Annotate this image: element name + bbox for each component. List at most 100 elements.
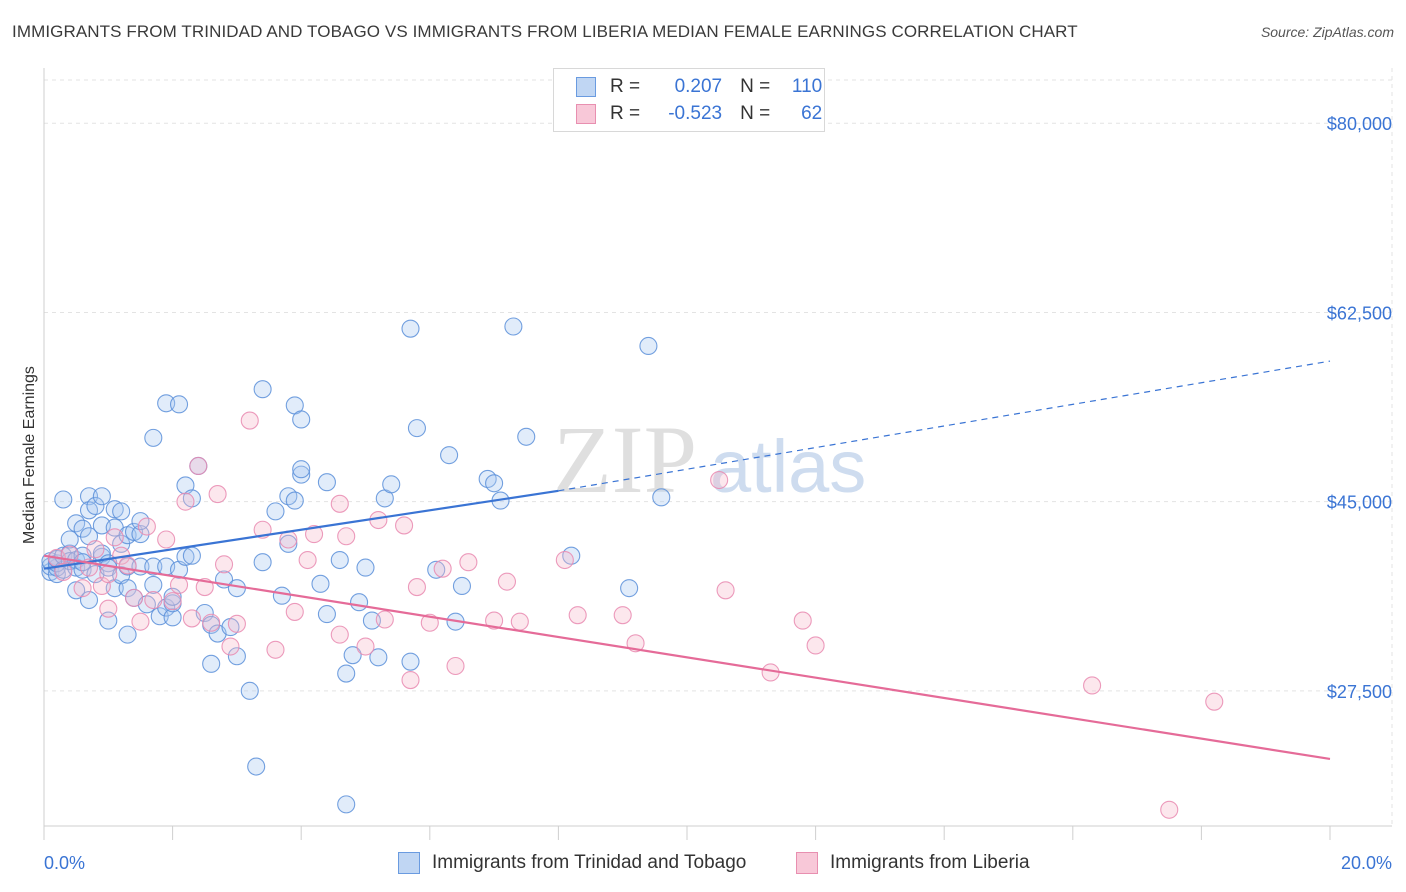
bottom-legend-liberia: Immigrants from Liberia xyxy=(796,852,1030,874)
point-trinidad xyxy=(440,446,459,465)
point-liberia xyxy=(182,609,201,628)
point-trinidad xyxy=(343,646,362,665)
point-trinidad xyxy=(86,496,105,516)
point-trinidad xyxy=(356,558,375,577)
point-trinidad xyxy=(427,560,446,579)
y-tick-label: $80,000 xyxy=(1327,114,1392,134)
correlation-legend: R = 0.207 N = 110 R = -0.523 N = 62 xyxy=(553,68,825,132)
watermark-atlas: atlas xyxy=(710,425,866,508)
point-liberia xyxy=(806,636,825,655)
point-liberia xyxy=(330,625,349,644)
point-trinidad xyxy=(266,502,285,521)
r-value: -0.523 xyxy=(668,103,723,124)
point-liberia xyxy=(298,550,317,570)
trend-line-liberia xyxy=(43,554,1331,761)
point-trinidad xyxy=(337,664,356,683)
point-trinidad xyxy=(144,557,163,576)
point-liberia xyxy=(510,612,529,631)
point-trinidad xyxy=(202,654,221,673)
y-tick-labels: $27,500 $45,000 $62,500 $80,000 xyxy=(1327,114,1392,702)
point-liberia xyxy=(163,592,182,611)
point-trinidad xyxy=(163,608,182,627)
n-label: N = xyxy=(740,76,771,97)
point-trinidad xyxy=(279,534,298,553)
r-label: R = xyxy=(610,103,641,124)
legend-swatch-blue xyxy=(576,77,596,97)
point-liberia xyxy=(99,565,118,584)
point-trinidad xyxy=(73,519,92,538)
point-liberia xyxy=(485,611,504,630)
n-value: 110 xyxy=(791,76,823,97)
point-liberia xyxy=(285,602,304,621)
point-liberia xyxy=(568,606,587,625)
point-liberia xyxy=(716,581,735,600)
trend-lines xyxy=(43,360,1331,761)
point-liberia xyxy=(420,613,439,632)
point-trinidad xyxy=(118,579,137,598)
point-liberia xyxy=(221,637,240,656)
point-liberia xyxy=(1205,692,1224,711)
n-label: N = xyxy=(740,103,771,124)
point-liberia xyxy=(189,456,208,476)
point-liberia xyxy=(157,530,176,549)
point-liberia xyxy=(73,579,92,598)
point-liberia xyxy=(240,411,259,430)
point-liberia xyxy=(92,576,111,596)
point-trinidad xyxy=(317,605,336,624)
legend-swatch-pink xyxy=(576,104,596,124)
watermark-zip: ZIP xyxy=(553,406,697,513)
point-liberia xyxy=(131,612,150,631)
point-trinidad xyxy=(54,490,73,509)
point-trinidad xyxy=(247,757,266,776)
point-trinidad xyxy=(652,488,671,507)
point-trinidad xyxy=(163,587,182,606)
point-liberia xyxy=(176,492,195,511)
point-trinidad xyxy=(92,487,111,506)
point-liberia xyxy=(356,637,375,656)
legend-swatch-pink xyxy=(796,852,818,874)
point-trinidad xyxy=(144,428,163,447)
point-trinidad xyxy=(517,427,536,446)
point-trinidad xyxy=(401,652,420,671)
y-tick-label: $62,500 xyxy=(1327,303,1392,323)
r-value: 0.207 xyxy=(674,76,723,97)
point-liberia xyxy=(401,670,420,690)
point-trinidad xyxy=(253,380,272,399)
point-liberia xyxy=(555,550,574,570)
point-liberia xyxy=(54,562,73,581)
x-tick-label-max: 20.0% xyxy=(1341,853,1392,873)
point-liberia xyxy=(433,559,452,578)
point-trinidad xyxy=(350,593,369,612)
y-tick-label: $45,000 xyxy=(1327,493,1392,513)
point-liberia xyxy=(710,470,729,490)
point-liberia xyxy=(613,606,632,625)
point-liberia xyxy=(459,553,478,572)
point-trinidad xyxy=(292,465,311,484)
point-trinidad xyxy=(407,419,426,438)
point-liberia xyxy=(208,485,227,504)
point-trinidad xyxy=(382,475,401,494)
point-liberia xyxy=(105,528,124,547)
point-trinidad xyxy=(639,336,658,356)
x-tick-labels: 0.0% 20.0% xyxy=(44,853,1392,873)
legend-row-trinidad: R = 0.207 N = 110 xyxy=(576,75,822,99)
point-liberia xyxy=(227,614,246,633)
point-trinidad xyxy=(60,530,79,549)
point-trinidad xyxy=(330,550,349,570)
point-trinidad xyxy=(253,553,272,572)
x-tick-label-min: 0.0% xyxy=(44,853,85,873)
point-trinidad xyxy=(292,410,311,429)
chart-title: IMMIGRANTS FROM TRINIDAD AND TOBAGO VS I… xyxy=(12,22,1078,41)
point-trinidad xyxy=(227,647,246,666)
point-liberia xyxy=(446,656,465,676)
point-liberia xyxy=(1083,676,1102,695)
point-liberia xyxy=(337,527,356,546)
point-trinidad xyxy=(620,579,639,598)
point-liberia xyxy=(1160,800,1179,819)
point-liberia xyxy=(266,640,285,659)
point-trinidad xyxy=(157,394,176,413)
point-trinidad xyxy=(452,576,472,596)
point-liberia xyxy=(214,555,234,574)
point-liberia xyxy=(118,556,137,575)
point-trinidad xyxy=(79,487,99,506)
